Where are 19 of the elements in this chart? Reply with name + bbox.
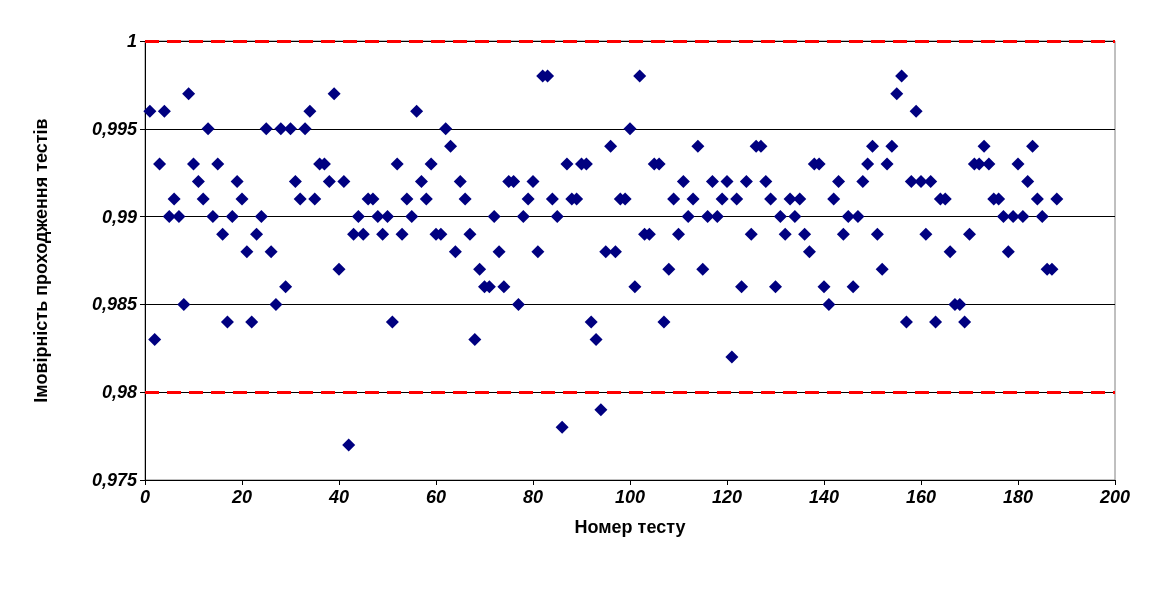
x-tick-label: 200 — [1098, 487, 1131, 507]
x-axis-title: Номер тесту — [574, 517, 686, 537]
x-tick-label: 80 — [522, 487, 544, 507]
y-tick-label: 1 — [126, 31, 137, 51]
y-tick-label: 0,99 — [101, 206, 137, 227]
x-tick-label: 120 — [711, 487, 743, 507]
x-tick-label: 20 — [230, 487, 253, 507]
y-tick-label: 0,995 — [91, 118, 138, 139]
y-tick-label: 0,975 — [91, 470, 138, 490]
y-tick-label: 0,985 — [91, 294, 138, 315]
y-axis-title: Імовірність проходження тестів — [31, 118, 51, 403]
x-tick-label: 180 — [1002, 487, 1034, 507]
x-tick-label: 160 — [905, 487, 937, 507]
x-tick-label: 40 — [327, 487, 350, 507]
x-tick-label: 0 — [139, 487, 151, 507]
x-tick-label: 100 — [614, 487, 646, 507]
x-tick-label: 60 — [425, 487, 447, 507]
x-tick-label: 140 — [808, 487, 840, 507]
y-tick-label: 0,98 — [101, 382, 137, 403]
